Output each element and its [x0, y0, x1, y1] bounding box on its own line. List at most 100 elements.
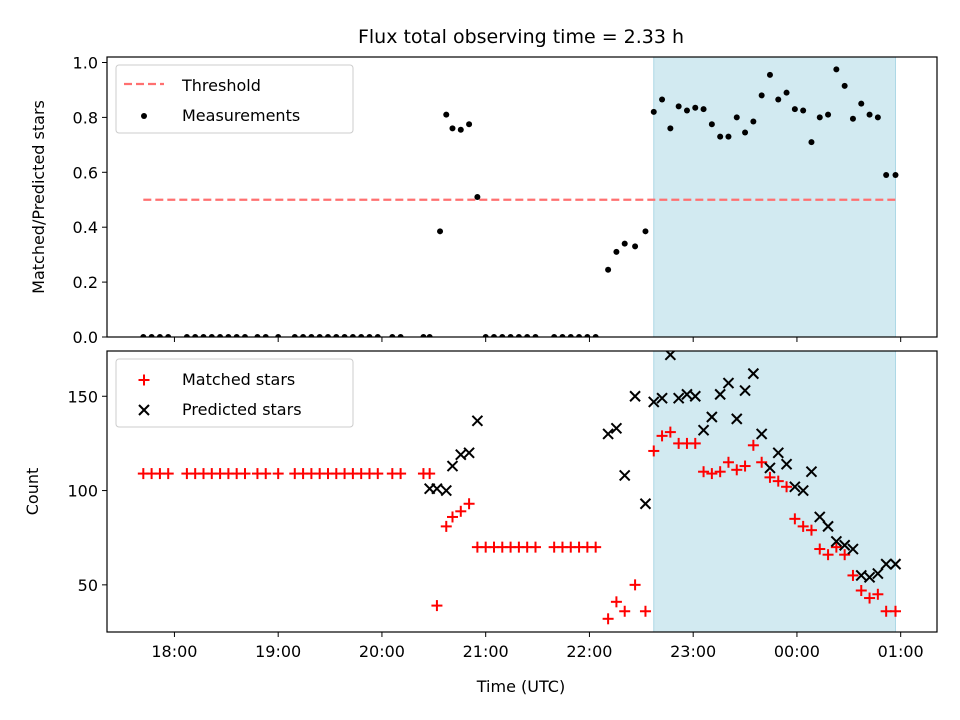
- data-point: [698, 466, 710, 478]
- legend-label: Threshold: [181, 76, 261, 95]
- data-point: [629, 390, 641, 402]
- data-point: [333, 334, 340, 337]
- legend-box: [115, 358, 354, 428]
- data-point: [863, 571, 876, 584]
- data-point: [883, 172, 890, 179]
- data-point: [291, 334, 298, 337]
- data-point: [780, 458, 793, 470]
- data-point: [822, 520, 834, 533]
- data-point: [805, 524, 817, 536]
- data-point: [440, 520, 452, 532]
- data-point: [632, 243, 639, 250]
- data-point: [324, 334, 331, 337]
- data-point: [532, 334, 539, 337]
- y-tick-label: 0.4: [73, 218, 98, 237]
- data-point: [739, 460, 751, 472]
- plot-marks: [140, 66, 899, 337]
- data-point: [714, 466, 726, 478]
- data-point: [463, 498, 475, 510]
- data-point: [766, 71, 773, 78]
- y-axis-label: Matched/Predicted stars: [29, 100, 48, 294]
- data-point: [758, 92, 765, 99]
- x-tick-label: 21:00: [463, 642, 509, 661]
- x-tick-label: 00:00: [774, 642, 820, 661]
- x-tick-label: 22:00: [566, 642, 612, 661]
- data-point: [672, 392, 685, 404]
- data-point: [148, 334, 155, 337]
- data-point: [772, 475, 784, 487]
- x-tick-label: 19:00: [255, 642, 301, 661]
- data-point: [466, 121, 473, 128]
- shaded-region: [653, 56, 897, 338]
- data-point: [156, 334, 163, 337]
- data-point: [420, 334, 427, 337]
- data-point: [437, 228, 444, 235]
- data-point: [791, 106, 798, 113]
- data-point: [162, 468, 174, 480]
- data-point: [775, 96, 782, 103]
- data-point: [610, 422, 623, 435]
- panel-bottom: 18:00 19:00 20:00 21:00 22:00 23:00 00:00 01:00…: [23, 350, 938, 661]
- data-point: [576, 334, 583, 337]
- data-point: [446, 511, 458, 523]
- data-point: [275, 334, 282, 337]
- data-point: [260, 468, 272, 480]
- data-point: [629, 579, 641, 591]
- data-point: [717, 133, 724, 140]
- data-point: [656, 430, 668, 442]
- data-point: [783, 89, 790, 96]
- data-point: [613, 248, 620, 255]
- data-point: [490, 334, 497, 337]
- panel-top: 0.0 0.2 0.4 0.6 0.8 1.0 Matched/Predicted star…: [29, 53, 938, 347]
- data-point: [855, 569, 867, 582]
- data-point: [825, 111, 832, 118]
- data-point: [697, 424, 710, 436]
- data-point: [610, 596, 622, 608]
- data-point: [764, 471, 776, 483]
- data-point: [440, 484, 452, 497]
- data-point: [241, 334, 248, 337]
- data-point: [567, 334, 574, 337]
- data-point: [747, 367, 760, 380]
- data-point: [872, 588, 884, 600]
- data-point: [689, 437, 701, 449]
- data-point: [308, 334, 315, 337]
- data-point: [499, 334, 506, 337]
- data-point: [814, 543, 826, 555]
- legend-measurements-swatch: [141, 113, 147, 119]
- data-point: [602, 428, 614, 440]
- data-point: [839, 549, 851, 561]
- plot-frame: [106, 350, 938, 633]
- data-point: [781, 481, 793, 493]
- data-point: [722, 377, 735, 389]
- data-point: [675, 103, 682, 110]
- data-point: [455, 505, 467, 517]
- legend-predicted-swatch: [138, 404, 150, 416]
- chart-title: Flux total observing time = 2.33 h: [358, 26, 684, 48]
- data-point: [822, 549, 834, 561]
- data-point: [714, 388, 726, 401]
- data-point: [449, 125, 456, 132]
- data-point: [816, 114, 823, 121]
- data-point: [731, 464, 743, 476]
- data-point: [889, 558, 902, 570]
- data-point: [890, 605, 901, 617]
- data-point: [225, 334, 232, 337]
- data-point: [880, 558, 892, 570]
- data-point: [864, 592, 876, 604]
- data-point: [515, 334, 522, 337]
- y-tick-label: 100: [67, 482, 98, 501]
- data-point: [659, 96, 666, 103]
- data-point: [830, 535, 843, 548]
- data-point: [708, 121, 715, 128]
- data-point: [648, 396, 660, 408]
- data-point: [858, 100, 865, 107]
- data-point: [847, 569, 859, 581]
- legend: Matched stars Predicted stars: [115, 358, 354, 428]
- data-point: [165, 334, 172, 337]
- x-tick-label: 20:00: [359, 642, 405, 661]
- data-point: [349, 334, 356, 337]
- plot-marks: [137, 351, 902, 625]
- data-point: [233, 334, 240, 337]
- data-point: [446, 460, 459, 472]
